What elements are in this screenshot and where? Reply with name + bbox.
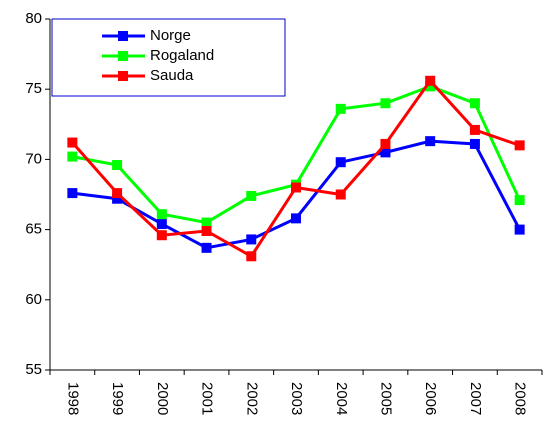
point-marker <box>335 157 346 168</box>
x-tick-label: 2008 <box>512 382 529 415</box>
series-line <box>71 78 521 259</box>
point-marker <box>425 75 436 86</box>
point-marker <box>380 138 391 149</box>
point-marker <box>469 124 480 135</box>
point-marker <box>201 217 212 228</box>
point-marker <box>469 138 480 149</box>
point-marker <box>335 189 346 200</box>
y-tick-label: 70 <box>25 150 42 167</box>
point-marker <box>246 234 257 245</box>
point-marker <box>380 147 391 158</box>
y-tick-label: 55 <box>25 361 42 378</box>
x-tick-label: 2004 <box>333 382 350 415</box>
x-tick-label: 2000 <box>154 382 171 415</box>
x-tick-label: 2002 <box>243 382 260 415</box>
point-marker <box>156 230 167 241</box>
point-marker <box>156 209 167 220</box>
y-tick-label: 65 <box>25 221 42 238</box>
point-marker <box>112 188 123 199</box>
point-marker <box>469 98 480 109</box>
x-tick-label: 2005 <box>377 382 394 415</box>
legend-label: Rogaland <box>150 47 214 64</box>
x-tick-label: 2006 <box>422 382 439 415</box>
point-marker <box>335 103 346 114</box>
legend-label: Sauda <box>150 67 194 84</box>
x-tick-label: 2007 <box>467 382 484 415</box>
point-marker <box>67 137 78 148</box>
point-marker <box>201 226 212 237</box>
point-marker <box>201 242 212 253</box>
x-tick-label: 1998 <box>64 382 81 415</box>
y-tick-label: 60 <box>25 291 42 308</box>
x-tick-label: 1999 <box>109 382 126 415</box>
point-marker <box>67 151 78 162</box>
point-marker <box>291 213 301 224</box>
point-marker <box>514 224 525 235</box>
point-marker <box>514 140 525 151</box>
x-tick-label: 2001 <box>199 382 216 415</box>
point-marker <box>291 182 301 193</box>
legend-box <box>51 18 286 97</box>
series-line <box>72 139 521 250</box>
point-marker <box>246 251 257 262</box>
legend-marker <box>118 71 128 81</box>
x-tick-label: 2003 <box>288 382 305 415</box>
point-marker <box>425 81 436 92</box>
point-marker <box>380 98 391 109</box>
point-marker <box>425 136 436 147</box>
point-marker <box>112 160 123 171</box>
legend-marker <box>118 31 128 41</box>
point-marker <box>67 188 78 199</box>
y-tick-label: 75 <box>25 80 42 97</box>
point-marker <box>514 195 525 206</box>
point-marker <box>246 190 257 201</box>
point-marker <box>112 193 123 204</box>
legend-marker <box>118 51 128 61</box>
legend-label: Norge <box>150 27 191 44</box>
point-marker <box>156 218 167 229</box>
y-tick-label: 80 <box>25 10 42 27</box>
